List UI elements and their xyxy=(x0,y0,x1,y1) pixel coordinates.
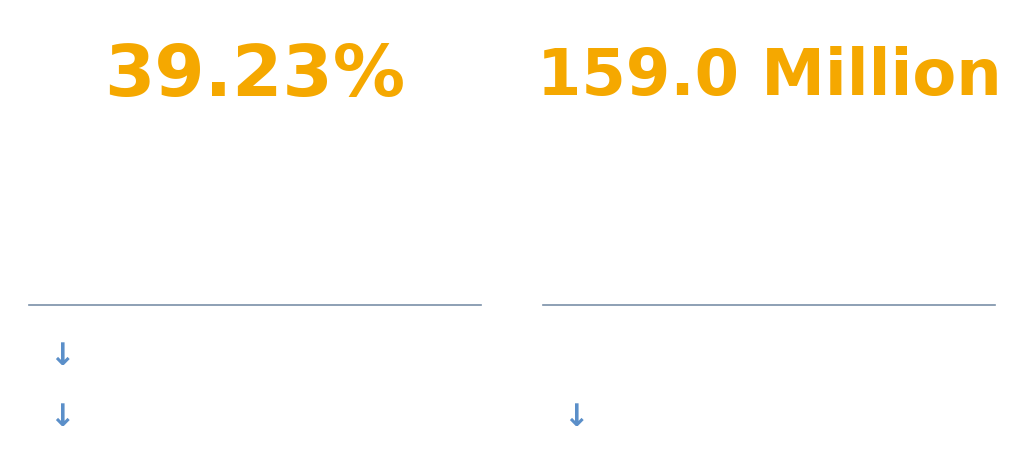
Text: 159.0 Million: 159.0 Million xyxy=(537,46,1001,108)
Text: 39.23%: 39.23% xyxy=(104,43,406,112)
Text: conditions this week.: conditions this week. xyxy=(627,250,911,274)
Text: of the U.S. and 44.54% of: of the U.S. and 44.54% of xyxy=(85,166,425,190)
Text: 0.0%  since last week: 0.0% since last week xyxy=(629,342,966,370)
Text: ↓: ↓ xyxy=(563,403,589,432)
Text: 11.6%  since last month: 11.6% since last month xyxy=(115,403,489,431)
Text: the lower 48 states are in: the lower 48 states are in xyxy=(83,208,427,232)
Text: drought this week.: drought this week. xyxy=(129,250,381,274)
Text: ↓: ↓ xyxy=(49,342,75,371)
Text: experiencing drought: experiencing drought xyxy=(626,208,912,232)
Text: 14.7%  since last month: 14.7% since last month xyxy=(629,403,1004,431)
Text: 2.2%  since last week: 2.2% since last week xyxy=(115,342,452,370)
Text: ↓: ↓ xyxy=(49,403,75,432)
Text: —: — xyxy=(563,342,594,371)
Text: acres of crops in U.S. are: acres of crops in U.S. are xyxy=(601,166,937,190)
